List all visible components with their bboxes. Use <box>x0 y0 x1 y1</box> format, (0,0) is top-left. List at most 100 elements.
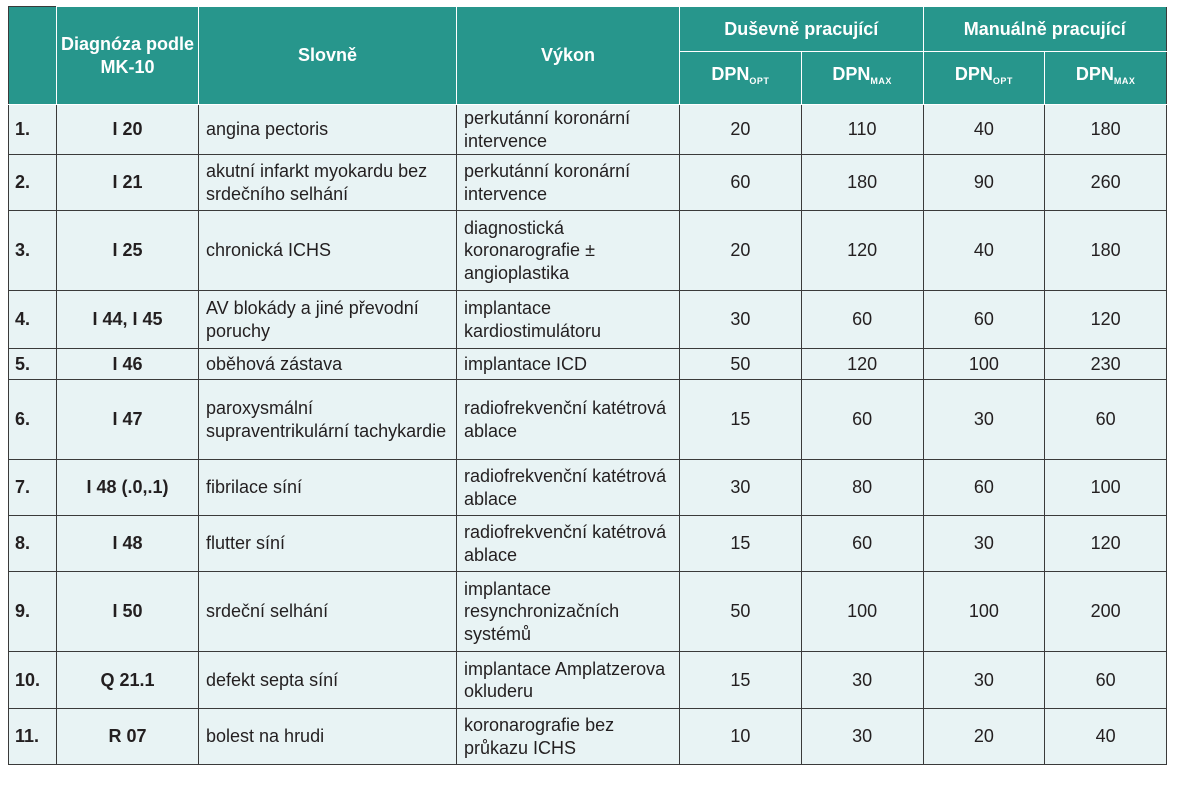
diagnosis-code: R 07 <box>56 708 199 765</box>
procedure: perkutánní koronární intervence <box>456 154 680 211</box>
procedure: radiofrekvenční katétrová ablace <box>456 515 680 572</box>
manual-dpn-max: 120 <box>1044 290 1168 349</box>
mental-dpn-max: 60 <box>800 379 924 460</box>
procedure: implantace Amplatzerova okluderu <box>456 651 680 709</box>
mental-dpn-opt: 60 <box>679 154 802 211</box>
mental-dpn-opt: 20 <box>679 104 802 155</box>
mental-dpn-max: 120 <box>800 348 924 380</box>
diagnosis-name: oběhová zástava <box>198 348 457 380</box>
row-number: 3. <box>8 210 57 291</box>
table-row: 4. I 44, I 45 AV blokády a jiné převodní… <box>8 290 1168 349</box>
mental-dpn-max: 110 <box>800 104 924 155</box>
header-mental-dpn-opt: DPNOPT <box>679 51 802 105</box>
table-body: 1. I 20 angina pectoris perkutánní koron… <box>8 104 1168 765</box>
mental-dpn-max: 120 <box>800 210 924 291</box>
manual-dpn-max: 40 <box>1044 708 1168 765</box>
mental-dpn-opt: 15 <box>679 651 802 709</box>
diagnosis-code: I 46 <box>56 348 199 380</box>
header-mental-dpn-max: DPNMAX <box>800 51 924 105</box>
mental-dpn-opt: 30 <box>679 290 802 349</box>
opt-subscript: OPT <box>992 76 1013 86</box>
diagnosis-name: paroxysmální supraventrikulární tachykar… <box>198 379 457 460</box>
diagnosis-name: AV blokády a jiné převodní poruchy <box>198 290 457 349</box>
manual-dpn-max: 230 <box>1044 348 1168 380</box>
mental-dpn-max: 30 <box>800 708 924 765</box>
manual-dpn-opt: 40 <box>922 210 1046 291</box>
diagnosis-code: I 20 <box>56 104 199 155</box>
row-number: 4. <box>8 290 57 349</box>
manual-dpn-opt: 100 <box>922 348 1046 380</box>
manual-dpn-opt: 30 <box>922 651 1046 709</box>
dpn-label: DPN <box>954 64 993 84</box>
diagnosis-name: akutní infarkt myokardu bez srdečního se… <box>198 154 457 211</box>
manual-dpn-max: 180 <box>1044 210 1168 291</box>
procedure: perkutánní koronární intervence <box>456 104 680 155</box>
diagnosis-code: I 44, I 45 <box>56 290 199 349</box>
table-row: 2. I 21 akutní infarkt myokardu bez srde… <box>8 154 1168 211</box>
diagnosis-name: chronická ICHS <box>198 210 457 291</box>
mental-dpn-max: 80 <box>800 459 924 516</box>
row-number: 5. <box>8 348 57 380</box>
diagnosis-name: bolest na hrudi <box>198 708 457 765</box>
manual-dpn-max: 260 <box>1044 154 1168 211</box>
table-row: 5. I 46 oběhová zástava implantace ICD 5… <box>8 348 1168 380</box>
max-subscript: MAX <box>1113 76 1136 86</box>
header-mental-workers: Duševně pracující <box>679 6 924 52</box>
sick-leave-table: Diagnóza podle MK-10 Slovně Výkon Duševn… <box>8 6 1168 765</box>
manual-dpn-opt: 20 <box>922 708 1046 765</box>
manual-dpn-opt: 100 <box>922 571 1046 652</box>
mental-dpn-opt: 30 <box>679 459 802 516</box>
row-number: 8. <box>8 515 57 572</box>
diagnosis-name: fibrilace síní <box>198 459 457 516</box>
table-row: 8. I 48 flutter síní radiofrekvenční kat… <box>8 515 1168 572</box>
header-procedure: Výkon <box>456 6 680 105</box>
diagnosis-code: I 48 <box>56 515 199 572</box>
table-row: 11. R 07 bolest na hrudi koronarografie … <box>8 708 1168 765</box>
header-diagnosis-code: Diagnóza podle MK-10 <box>56 6 199 105</box>
mental-dpn-opt: 50 <box>679 571 802 652</box>
row-number: 11. <box>8 708 57 765</box>
dpn-label: DPN <box>832 64 871 84</box>
procedure: radiofrekvenční katétrová ablace <box>456 459 680 516</box>
diagnosis-code: I 50 <box>56 571 199 652</box>
opt-subscript: OPT <box>749 76 770 86</box>
manual-dpn-max: 200 <box>1044 571 1168 652</box>
diagnosis-name: flutter síní <box>198 515 457 572</box>
table-row: 1. I 20 angina pectoris perkutánní koron… <box>8 104 1168 155</box>
table-row: 10. Q 21.1 defekt septa síní implantace … <box>8 651 1168 709</box>
diagnosis-name: defekt septa síní <box>198 651 457 709</box>
table-row: 9. I 50 srdeční selhání implantace resyn… <box>8 571 1168 652</box>
mental-dpn-max: 60 <box>800 515 924 572</box>
diagnosis-name: srdeční selhání <box>198 571 457 652</box>
row-number: 1. <box>8 104 57 155</box>
diagnosis-code: I 47 <box>56 379 199 460</box>
mental-dpn-max: 60 <box>800 290 924 349</box>
manual-dpn-opt: 60 <box>922 290 1046 349</box>
procedure: radiofrekvenční katétrová ablace <box>456 379 680 460</box>
table-row: 7. I 48 (.0,.1) fibrilace síní radiofrek… <box>8 459 1168 516</box>
table-header: Diagnóza podle MK-10 Slovně Výkon Duševn… <box>8 6 1167 105</box>
mental-dpn-max: 100 <box>800 571 924 652</box>
procedure: implantace ICD <box>456 348 680 380</box>
manual-dpn-opt: 90 <box>922 154 1046 211</box>
mental-dpn-opt: 10 <box>679 708 802 765</box>
mental-dpn-opt: 15 <box>679 515 802 572</box>
mental-dpn-max: 180 <box>800 154 924 211</box>
manual-dpn-max: 60 <box>1044 379 1168 460</box>
diagnosis-code: I 48 (.0,.1) <box>56 459 199 516</box>
manual-dpn-max: 100 <box>1044 459 1168 516</box>
manual-dpn-opt: 40 <box>922 104 1046 155</box>
diagnosis-code: I 21 <box>56 154 199 211</box>
manual-dpn-max: 60 <box>1044 651 1168 709</box>
row-number: 7. <box>8 459 57 516</box>
diagnosis-name: angina pectoris <box>198 104 457 155</box>
manual-dpn-opt: 30 <box>922 379 1046 460</box>
procedure: koronarografie bez průkazu ICHS <box>456 708 680 765</box>
procedure: implantace resynchronizačních systémů <box>456 571 680 652</box>
mental-dpn-max: 30 <box>800 651 924 709</box>
header-number-column <box>8 6 57 105</box>
row-number: 6. <box>8 379 57 460</box>
row-number: 2. <box>8 154 57 211</box>
row-number: 9. <box>8 571 57 652</box>
max-subscript: MAX <box>870 76 892 86</box>
